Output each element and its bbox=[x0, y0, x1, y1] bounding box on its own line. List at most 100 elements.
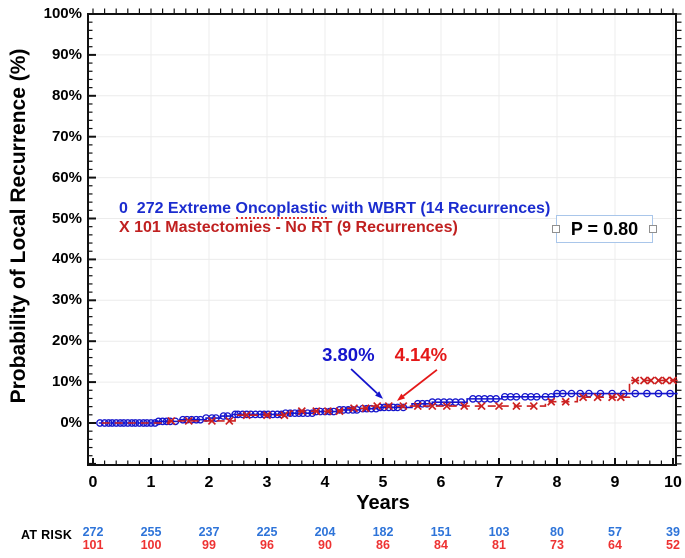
censor-marker-circle bbox=[558, 389, 567, 398]
at-risk-label: AT RISK bbox=[21, 528, 73, 542]
x-tick-label: 0 bbox=[88, 474, 98, 491]
legend-line1-misspelled-word: Oncoplastic bbox=[235, 200, 328, 219]
censor-marker-x bbox=[262, 411, 272, 420]
y-tick-label: 90% bbox=[51, 45, 82, 63]
censor-marker-x bbox=[616, 393, 625, 402]
censor-marker-x bbox=[661, 376, 671, 385]
censor-marker-x bbox=[494, 401, 504, 411]
censor-marker-circle bbox=[547, 392, 556, 401]
censor-marker-circle bbox=[251, 410, 260, 419]
censor-marker-circle bbox=[192, 415, 201, 424]
censor-marker-circle bbox=[264, 410, 273, 419]
at-risk-count-oncoplastic-wbrt: 151 bbox=[430, 525, 452, 539]
censor-marker-x bbox=[373, 401, 382, 411]
censor-marker-x bbox=[529, 401, 538, 411]
at-risk-count-mastectomy-no-rt: 86 bbox=[376, 538, 390, 552]
legend-line1-prefix: 0 272 Extreme bbox=[119, 200, 236, 217]
censor-marker-circle bbox=[295, 409, 303, 418]
censor-marker-circle bbox=[576, 389, 585, 398]
censor-marker-x bbox=[312, 407, 321, 416]
censor-marker-x bbox=[631, 376, 640, 385]
censor-marker-circle bbox=[631, 389, 640, 398]
censor-marker-x bbox=[384, 401, 393, 411]
at-risk-count-mastectomy-no-rt: 100 bbox=[140, 538, 162, 552]
censor-marker-circle bbox=[242, 410, 251, 419]
at-risk-count-oncoplastic-wbrt: 57 bbox=[608, 525, 622, 539]
at-risk-count-oncoplastic-wbrt: 39 bbox=[666, 525, 680, 539]
p-value-textbox[interactable]: P = 0.80 bbox=[552, 215, 657, 243]
x-tick-label: 7 bbox=[494, 474, 504, 491]
y-tick-label: 50% bbox=[51, 209, 82, 227]
censor-marker-x bbox=[442, 401, 451, 411]
legend-line-oncoplastic: 0 272 Extreme Oncoplastic with WBRT (14 … bbox=[119, 200, 551, 219]
at-risk-count-oncoplastic-wbrt: 272 bbox=[82, 525, 104, 539]
at-risk-count-mastectomy-no-rt: 81 bbox=[492, 538, 506, 552]
legend-line-mastectomy: X 101 Mastectomies - No RT (9 Recurrence… bbox=[119, 219, 458, 236]
censor-marker-x bbox=[297, 407, 306, 416]
censor-marker-x bbox=[349, 404, 359, 413]
x-axis-title: Years bbox=[356, 492, 410, 514]
at-risk-count-mastectomy-no-rt: 99 bbox=[202, 538, 216, 552]
censor-marker-x bbox=[335, 407, 344, 416]
censor-marker-x bbox=[428, 401, 437, 411]
censor-marker-x bbox=[477, 401, 486, 411]
censor-marker-circle bbox=[268, 410, 277, 419]
at-risk-count-oncoplastic-wbrt: 103 bbox=[488, 525, 510, 539]
censor-marker-x bbox=[460, 401, 469, 411]
annotation-4.14%: 4.14% bbox=[395, 344, 447, 401]
textbox-handle-right[interactable] bbox=[649, 225, 657, 233]
censor-marker-x bbox=[646, 376, 656, 385]
censor-marker-circle bbox=[179, 415, 187, 424]
at-risk-count-mastectomy-no-rt: 90 bbox=[318, 538, 332, 552]
censor-marker-x bbox=[512, 401, 521, 411]
censor-marker-x bbox=[593, 393, 602, 402]
textbox-handle-left[interactable] bbox=[552, 225, 560, 233]
censor-marker-x bbox=[242, 411, 251, 420]
p-value-text: P = 0.80 bbox=[570, 218, 639, 239]
at-risk-count-oncoplastic-wbrt: 255 bbox=[140, 525, 162, 539]
censor-marker-x bbox=[225, 416, 234, 426]
at-risk-count-oncoplastic-wbrt: 225 bbox=[256, 525, 278, 539]
censor-marker-x bbox=[323, 407, 333, 416]
censor-marker-circle bbox=[166, 417, 174, 426]
series-mastectomy-no-rt bbox=[101, 376, 678, 426]
censor-marker-circle bbox=[512, 392, 521, 401]
y-tick-label: 0% bbox=[60, 414, 82, 431]
censor-marker-circle bbox=[256, 410, 264, 419]
censor-marker-circle bbox=[231, 410, 239, 419]
censor-marker-x bbox=[413, 401, 422, 411]
at-risk-count-mastectomy-no-rt: 64 bbox=[608, 538, 622, 552]
at-risk-count-oncoplastic-wbrt: 204 bbox=[314, 525, 336, 539]
x-tick-label: 4 bbox=[320, 474, 330, 491]
censor-marker-circle bbox=[399, 403, 408, 412]
annotation-3.80%: 3.80% bbox=[322, 344, 383, 399]
x-tick-label: 5 bbox=[378, 474, 388, 491]
censor-marker-circle bbox=[154, 417, 163, 426]
censor-marker-circle bbox=[273, 410, 282, 419]
at-risk-count-mastectomy-no-rt: 52 bbox=[666, 538, 680, 552]
censor-marker-circle bbox=[290, 409, 299, 418]
y-tick-label: 30% bbox=[51, 291, 82, 309]
x-tick-label: 8 bbox=[552, 474, 562, 491]
censor-marker-circle bbox=[234, 410, 242, 419]
x-tick-label: 2 bbox=[204, 474, 214, 491]
censor-marker-x bbox=[561, 397, 570, 406]
x-tick-label: 10 bbox=[664, 474, 682, 491]
censor-marker-x bbox=[207, 416, 217, 426]
at-risk-count-mastectomy-no-rt: 84 bbox=[434, 538, 448, 552]
y-tick-label: 20% bbox=[51, 332, 82, 350]
censor-marker-circle bbox=[158, 417, 167, 426]
y-tick-label: 40% bbox=[51, 250, 82, 268]
censor-marker-circle bbox=[567, 389, 576, 398]
censor-marker-x bbox=[639, 376, 649, 385]
censor-marker-x bbox=[578, 393, 588, 402]
legend-line1-suffix: with WBRT (14 Recurrences) bbox=[327, 200, 551, 217]
y-tick-label: 70% bbox=[51, 127, 82, 145]
censor-marker-circle bbox=[212, 414, 220, 422]
annotation-label: 3.80% bbox=[322, 344, 374, 365]
annotation-label: 4.14% bbox=[395, 344, 447, 365]
censor-marker-x bbox=[668, 376, 678, 385]
x-tick-label: 3 bbox=[262, 474, 272, 491]
